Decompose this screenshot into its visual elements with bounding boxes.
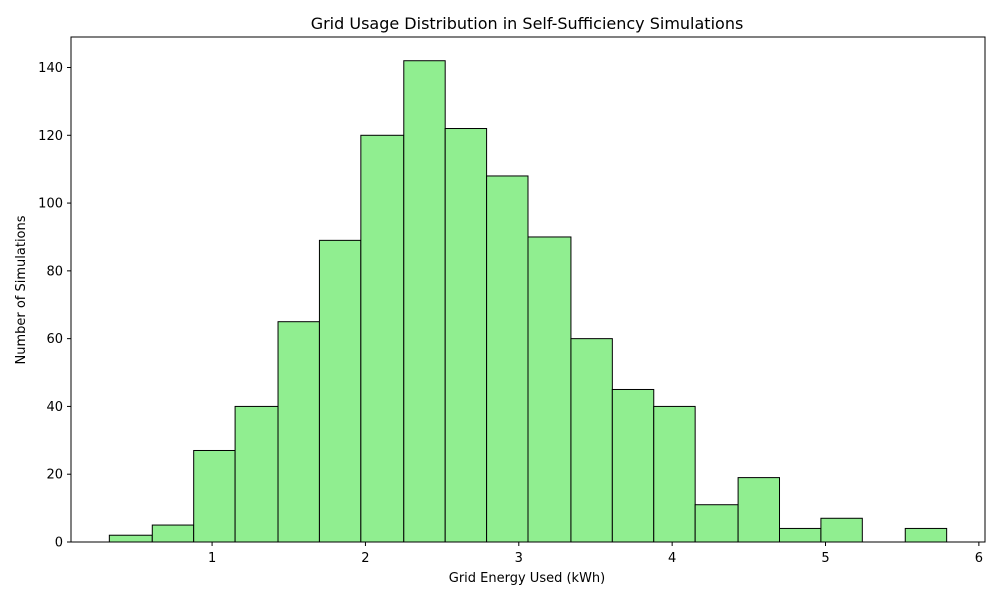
histogram-bar-10 bbox=[527, 236, 572, 543]
histogram-bar-15 bbox=[737, 477, 781, 543]
x-tick-label: 1 bbox=[208, 551, 216, 566]
y-tick-label: 60 bbox=[46, 332, 63, 347]
histogram-bar-0 bbox=[108, 534, 153, 543]
y-tick-label: 100 bbox=[38, 197, 63, 212]
y-tick-label: 0 bbox=[55, 536, 63, 551]
y-axis-label: Number of Simulations bbox=[14, 215, 29, 364]
histogram-bar-2 bbox=[193, 449, 236, 543]
x-tick-label: 3 bbox=[515, 551, 523, 566]
y-axis-ticks: 0 20 40 60 80 100 120 140 bbox=[38, 61, 71, 551]
histogram-bar-19 bbox=[904, 527, 948, 543]
y-tick-label: 120 bbox=[38, 129, 63, 144]
histogram-bar-16 bbox=[779, 527, 822, 543]
y-tick-label: 140 bbox=[38, 61, 63, 76]
histogram-bar-6 bbox=[360, 134, 405, 543]
histogram-bar-8 bbox=[444, 128, 488, 543]
x-tick-label: 2 bbox=[361, 551, 369, 566]
y-tick-label: 80 bbox=[46, 264, 63, 279]
bars-group bbox=[108, 60, 948, 543]
x-axis-label: Grid Energy Used (kWh) bbox=[449, 571, 606, 586]
histogram-bar-9 bbox=[486, 175, 529, 543]
histogram-bar-14 bbox=[694, 504, 739, 543]
histogram-bar-4 bbox=[277, 321, 320, 543]
histogram-bar-17 bbox=[820, 517, 863, 543]
histogram-bar-3 bbox=[234, 405, 279, 543]
x-tick-label: 6 bbox=[975, 551, 983, 566]
histogram-bar-5 bbox=[318, 239, 362, 543]
histogram-bar-13 bbox=[653, 405, 696, 543]
x-tick-label: 5 bbox=[821, 551, 829, 566]
plot-frame bbox=[70, 36, 986, 543]
histogram-bar-1 bbox=[151, 524, 195, 543]
x-tick-label: 4 bbox=[668, 551, 676, 566]
chart-title: Grid Usage Distribution in Self-Sufficie… bbox=[311, 14, 744, 33]
y-tick-label: 20 bbox=[46, 468, 63, 483]
y-tick-label: 40 bbox=[46, 400, 63, 415]
histogram-bar-7 bbox=[403, 60, 446, 543]
x-axis-ticks: 1 2 3 4 5 6 bbox=[208, 542, 983, 566]
histogram-bar-12 bbox=[611, 388, 655, 543]
histogram-bar-11 bbox=[570, 338, 613, 543]
